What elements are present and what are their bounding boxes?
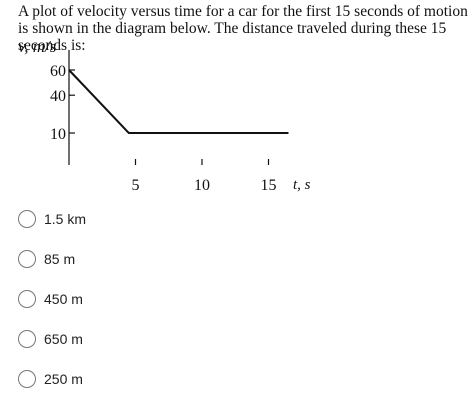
- x-tick-label: 10: [194, 177, 210, 194]
- answer-option-3[interactable]: 450 m: [18, 290, 83, 308]
- question-text: A plot of velocity versus time for a car…: [18, 3, 468, 54]
- option-label: 85 m: [44, 251, 76, 267]
- radio-button[interactable]: [18, 250, 36, 268]
- answer-option-4[interactable]: 650 m: [18, 330, 83, 348]
- velocity-time-graph: v, m/s 10 40 60 5 10 15 t, s: [18, 37, 311, 194]
- option-label: 250 m: [44, 371, 83, 387]
- radio-button[interactable]: [18, 290, 36, 308]
- x-tick-label: 5: [132, 177, 140, 194]
- answer-option-2[interactable]: 85 m: [18, 250, 75, 268]
- radio-button[interactable]: [18, 330, 36, 348]
- y-tick-label: 60: [50, 63, 66, 80]
- x-tick-label: 15: [261, 177, 277, 194]
- option-label: 650 m: [44, 331, 83, 347]
- answer-option-5[interactable]: 250 m: [18, 370, 83, 388]
- velocity-line: [68, 69, 289, 134]
- radio-button[interactable]: [18, 210, 36, 228]
- option-label: 450 m: [44, 291, 83, 307]
- radio-button[interactable]: [18, 370, 36, 388]
- y-tick-label: 40: [50, 88, 66, 105]
- answer-option-1[interactable]: 1.5 km: [18, 210, 86, 228]
- y-axis-label: v, m/s: [18, 37, 57, 56]
- y-tick-label: 10: [50, 126, 66, 143]
- option-label: 1.5 km: [44, 211, 87, 227]
- x-axis-label: t, s: [293, 177, 311, 193]
